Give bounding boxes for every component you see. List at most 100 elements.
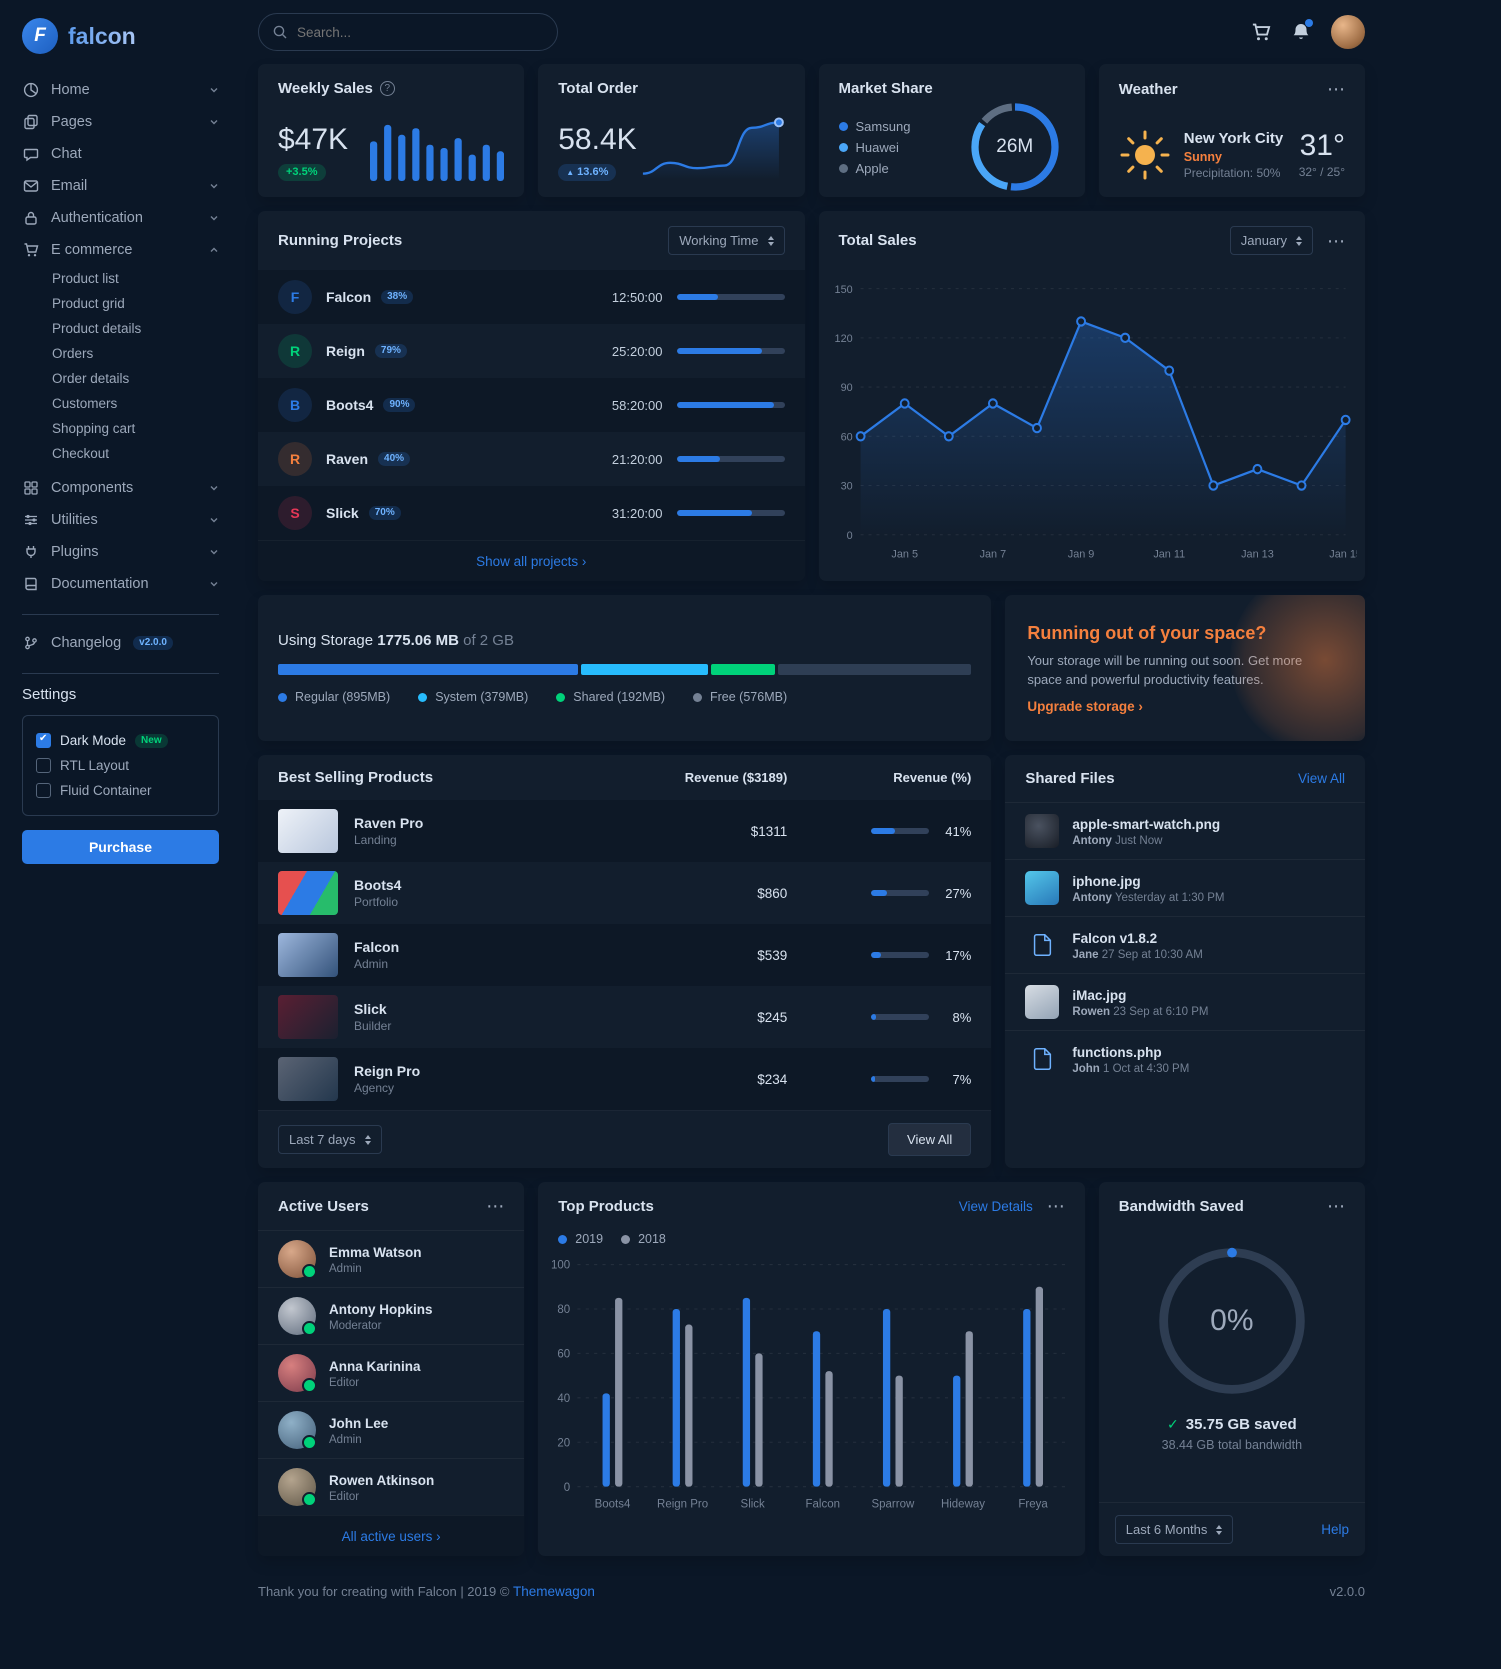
project-name-link[interactable]: Slick: [326, 505, 359, 521]
revenue-percent-bar: [871, 952, 930, 958]
view-details-link[interactable]: View Details: [958, 1198, 1033, 1214]
chevron-down-icon: [209, 547, 219, 557]
svg-text:40: 40: [558, 1393, 571, 1405]
active-users-card: Active Users ⋯ Emma Watson Admin Antony H…: [258, 1182, 525, 1556]
product-name-link[interactable]: Boots4: [354, 877, 402, 893]
product-revenue: $1311: [750, 823, 788, 839]
project-row: R Reign 79% 25:20:00: [258, 324, 805, 378]
main-content: Weekly Sales ? $47K +3.5% Total Order: [235, 0, 1365, 1669]
month-select[interactable]: January: [1229, 226, 1313, 255]
file-name-link[interactable]: apple-smart-watch.png: [1072, 816, 1221, 832]
file-thumbnail: [1025, 871, 1060, 905]
product-revenue: $245: [757, 1009, 788, 1025]
product-name-link[interactable]: Slick: [354, 1001, 387, 1017]
file-name-link[interactable]: iMac.jpg: [1072, 987, 1127, 1003]
sidebar-item-home[interactable]: Home: [22, 74, 219, 106]
file-name-link[interactable]: Falcon v1.8.2: [1072, 930, 1158, 946]
project-time: 25:20:00: [611, 343, 663, 359]
sidebar-item-customers[interactable]: Customers: [52, 396, 118, 411]
svg-text:Jan 9: Jan 9: [1067, 548, 1094, 560]
sidebar-item-label: Chat: [51, 146, 82, 162]
help-link[interactable]: Help: [1321, 1522, 1349, 1537]
show-all-projects-link[interactable]: Show all projects ›: [476, 554, 587, 569]
user-name-link[interactable]: Emma Watson: [329, 1244, 422, 1260]
brand[interactable]: F falcon: [22, 18, 219, 54]
rtl-layout-checkbox[interactable]: [36, 758, 51, 773]
sidebar-item-order-details[interactable]: Order details: [52, 371, 130, 386]
storage-usage-bar: [278, 664, 972, 675]
sidebar-item-checkout[interactable]: Checkout: [52, 446, 110, 461]
project-name-link[interactable]: Reign: [326, 343, 365, 359]
search-input[interactable]: [295, 23, 543, 41]
list-item: apple-smart-watch.png Antony Just Now: [1005, 802, 1365, 859]
sidebar-item-ecommerce[interactable]: E commerce: [22, 234, 219, 266]
top-products-bar-chart: 0 20 40 60 80 100 Boots4 Reign Pro Slick Falcon Sp…: [551, 1260, 1069, 1511]
more-menu-icon[interactable]: ⋯: [1327, 1196, 1345, 1216]
view-all-button[interactable]: View All: [888, 1123, 972, 1156]
bell-icon[interactable]: [1291, 19, 1313, 42]
legend-item: Free (576MB): [693, 690, 787, 704]
sidebar-item-changelog[interactable]: Changelog v2.0.0: [22, 627, 219, 659]
sidebar-item-product-list[interactable]: Product list: [52, 271, 119, 286]
user-avatar[interactable]: [1331, 15, 1365, 49]
card-title: Active Users: [278, 1197, 369, 1215]
themewagon-link[interactable]: Themewagon: [513, 1584, 595, 1599]
sidebar-item-utilities[interactable]: Utilities: [22, 504, 219, 536]
more-menu-icon[interactable]: ⋯: [1046, 1196, 1065, 1216]
legend-dot: [693, 692, 702, 702]
sidebar-item-components[interactable]: Components: [22, 472, 219, 504]
project-name-link[interactable]: Raven: [326, 451, 369, 467]
sidebar-item-authentication[interactable]: Authentication: [22, 202, 219, 234]
sidebar-item-chat[interactable]: Chat: [22, 138, 219, 170]
product-name-link[interactable]: Reign Pro: [354, 1063, 421, 1079]
sidebar-item-product-details[interactable]: Product details: [52, 321, 142, 336]
more-menu-icon[interactable]: ⋯: [486, 1196, 505, 1216]
components-grid-icon: [22, 480, 39, 496]
file-name-link[interactable]: iphone.jpg: [1072, 873, 1141, 889]
total-order-card: Total Order 58.4K ▲ 13.6%: [538, 64, 805, 197]
weekly-sales-card: Weekly Sales ? $47K +3.5%: [258, 64, 525, 197]
date-range-select[interactable]: Last 7 days: [278, 1125, 382, 1154]
user-name-link[interactable]: Rowen Atkinson: [329, 1472, 435, 1488]
product-category: Landing: [354, 833, 397, 847]
project-name-link[interactable]: Falcon: [326, 289, 372, 305]
legend-dot: [558, 1234, 568, 1244]
file-name-link[interactable]: functions.php: [1072, 1044, 1162, 1060]
sidebar-item-pages[interactable]: Pages: [22, 106, 219, 138]
avatar: [278, 1468, 317, 1507]
fluid-container-checkbox[interactable]: [36, 783, 51, 798]
sidebar-item-email[interactable]: Email: [22, 170, 219, 202]
dark-mode-checkbox[interactable]: [36, 733, 51, 748]
upgrade-storage-link[interactable]: Upgrade storage ›: [1027, 698, 1143, 714]
sidebar-item-plugins[interactable]: Plugins: [22, 536, 219, 568]
sidebar-item-orders[interactable]: Orders: [52, 346, 94, 361]
purchase-button[interactable]: Purchase: [22, 830, 219, 864]
product-name-link[interactable]: Falcon: [354, 939, 400, 955]
months-select[interactable]: Last 6 Months: [1114, 1515, 1234, 1544]
user-name-link[interactable]: John Lee: [329, 1415, 389, 1431]
weekly-sales-value: $47K: [278, 122, 349, 156]
all-active-users-link[interactable]: All active users ›: [341, 1529, 441, 1544]
product-name-link[interactable]: Raven Pro: [354, 815, 424, 831]
list-item: Anna Karinina Editor: [258, 1344, 525, 1401]
more-menu-icon[interactable]: ⋯: [1327, 79, 1345, 99]
card-title: Total Sales: [838, 232, 917, 249]
project-row: R Raven 40% 21:20:00: [258, 432, 805, 486]
fluid-container-option: Fluid Container: [36, 778, 205, 803]
project-percent-badge: 40%: [378, 452, 411, 466]
working-time-select[interactable]: Working Time: [668, 226, 785, 255]
sidebar-item-documentation[interactable]: Documentation: [22, 568, 219, 600]
view-all-link[interactable]: View All: [1297, 771, 1345, 786]
user-name-link[interactable]: Anna Karinina: [329, 1358, 421, 1374]
cart-icon[interactable]: [1251, 22, 1271, 42]
total-order-value: 58.4K: [558, 122, 637, 156]
sidebar-item-product-grid[interactable]: Product grid: [52, 296, 125, 311]
sidebar-item-shopping-cart[interactable]: Shopping cart: [52, 421, 136, 436]
help-icon[interactable]: ?: [379, 81, 395, 96]
list-item: Antony Hopkins Moderator: [258, 1287, 525, 1344]
more-menu-icon[interactable]: ⋯: [1327, 230, 1345, 251]
version-text: v2.0.0: [1329, 1584, 1365, 1599]
user-name-link[interactable]: Antony Hopkins: [329, 1301, 433, 1317]
project-name-link[interactable]: Boots4: [326, 397, 374, 413]
running-projects-card: Running Projects Working Time F Falcon 38…: [258, 211, 805, 581]
